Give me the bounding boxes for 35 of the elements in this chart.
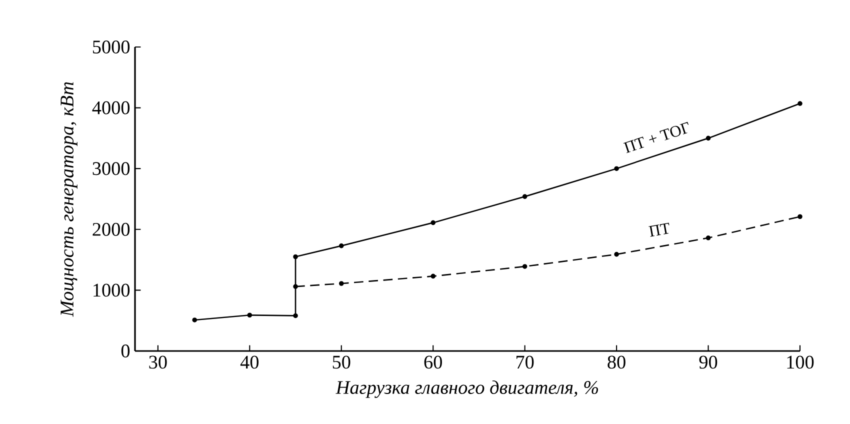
- x-tick-label: 30: [149, 356, 167, 369]
- text: ПТ: [648, 222, 670, 237]
- point: [798, 101, 802, 106]
- x-tick-label: 60: [424, 356, 442, 369]
- point: [430, 274, 436, 279]
- point: [293, 313, 298, 318]
- y-tick-label: 3000: [92, 162, 130, 176]
- x-axis-title: Нагрузка главного двигателя, %: [336, 380, 598, 398]
- point: [614, 166, 619, 171]
- point: [798, 214, 802, 220]
- point: [430, 220, 436, 226]
- y-tick-label: 2000: [92, 222, 130, 236]
- x-tick-label: 40: [240, 356, 259, 369]
- point: [522, 194, 528, 199]
- y-tick-label: 0: [121, 344, 130, 358]
- x-tick-label: 100: [787, 356, 814, 369]
- y-tick-label: 5000: [93, 40, 130, 54]
- point: [293, 254, 298, 260]
- point: [614, 252, 619, 257]
- text: ПТ + ТОГ: [623, 122, 689, 154]
- x-tick-label: 70: [516, 356, 534, 369]
- point: [247, 312, 252, 318]
- point: [706, 136, 711, 141]
- y-tick-label: 1000: [94, 284, 130, 297]
- x-tick-label: 80: [608, 356, 626, 369]
- point: [293, 284, 298, 289]
- point: [522, 264, 528, 269]
- y-axis-title: Мощность генератора, кВт: [60, 82, 78, 317]
- point: [192, 318, 198, 322]
- point: [706, 236, 711, 240]
- x-tick-label: 90: [699, 356, 718, 369]
- point: [338, 281, 344, 286]
- x-tick-label: 50: [332, 356, 350, 369]
- point: [338, 243, 344, 248]
- y-tick-label: 4000: [92, 101, 130, 114]
